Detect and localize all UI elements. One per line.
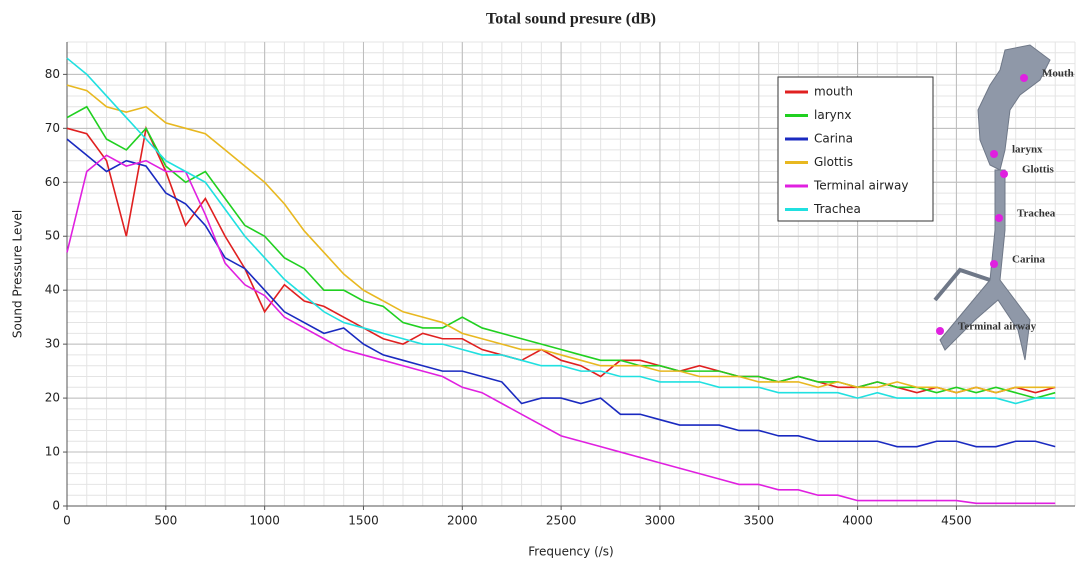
annotation: Mouth [1042, 68, 1074, 80]
series-line [66, 57, 1056, 405]
series-line [66, 84, 1056, 394]
x-tick-label: 3000 [645, 514, 676, 528]
legend-label: Carina [814, 132, 853, 146]
x-tick-label: 1500 [348, 514, 379, 528]
annotation-marker [1000, 170, 1008, 178]
annotation-marker [1020, 74, 1028, 82]
y-tick-label: 10 [45, 445, 60, 459]
series-line [66, 154, 1056, 505]
y-axis-label: Sound Pressure Level [11, 210, 25, 338]
annotation: larynx [1012, 144, 1043, 156]
series-line [66, 105, 1056, 399]
legend-label: Glottis [814, 155, 853, 169]
x-tick-label: 1000 [249, 514, 280, 528]
x-tick-label: 4500 [941, 514, 972, 528]
legend-label: Terminal airway [813, 179, 908, 193]
x-axis-label: Frequency (/s) [528, 545, 613, 559]
annotation: Trachea [1017, 208, 1056, 220]
legend-box [777, 76, 934, 222]
y-tick-label: 0 [52, 499, 60, 513]
x-tick-label: 3500 [743, 514, 774, 528]
annotation-marker [936, 327, 944, 335]
annotation: Glottis [1022, 164, 1054, 176]
y-tick-label: 80 [45, 67, 60, 81]
y-tick-label: 30 [45, 337, 60, 351]
annotation-marker [995, 214, 1003, 222]
y-tick-label: 60 [45, 175, 60, 189]
series-line [66, 138, 1056, 448]
y-tick-label: 20 [45, 391, 60, 405]
x-tick-label: 2000 [447, 514, 478, 528]
legend-label: larynx [814, 108, 851, 122]
x-tick-label: 2500 [546, 514, 577, 528]
chart-title: Total sound presure (dB) [486, 11, 656, 28]
y-tick-label: 40 [45, 283, 60, 297]
annotation-marker [990, 260, 998, 268]
airway-figure [933, 44, 1051, 361]
annotation-marker [990, 150, 998, 158]
x-tick-label: 0 [63, 514, 71, 528]
x-tick-label: 500 [154, 514, 177, 528]
legend: mouth larynx Carina Glottis Terminal airway T… [777, 76, 934, 222]
x-tick-label: 4000 [842, 514, 873, 528]
annotation: Terminal airway [958, 321, 1037, 333]
y-tick-label: 70 [45, 121, 60, 135]
annotation: Carina [1012, 254, 1046, 266]
y-tick-label: 50 [45, 229, 60, 243]
legend-label: mouth [814, 85, 853, 99]
legend-label: Trachea [813, 202, 861, 216]
